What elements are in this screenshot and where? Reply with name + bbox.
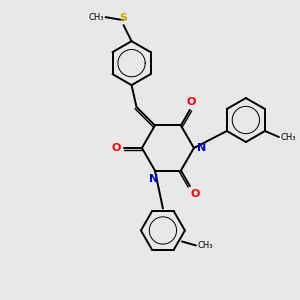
Text: N: N [149, 173, 158, 184]
Text: CH₃: CH₃ [281, 133, 296, 142]
Text: O: O [186, 97, 196, 107]
Text: CH₃: CH₃ [198, 241, 213, 250]
Text: CH₃: CH₃ [88, 13, 103, 22]
Text: O: O [112, 143, 121, 153]
Text: S: S [119, 13, 128, 23]
Text: O: O [191, 189, 200, 199]
Text: N: N [197, 143, 206, 153]
